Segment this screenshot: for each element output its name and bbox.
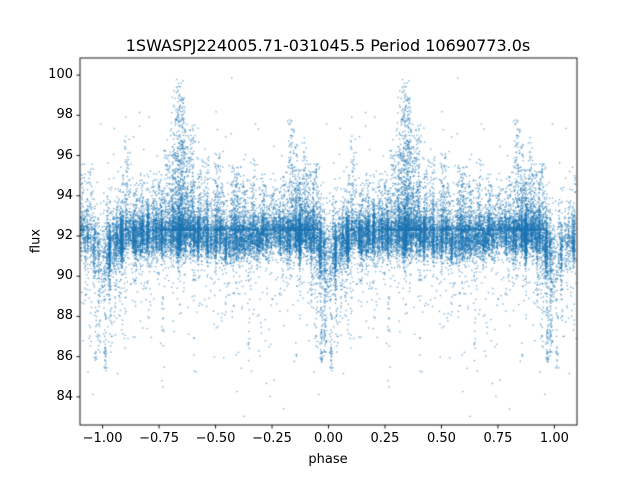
y-tick-label: 98 [56,107,73,123]
y-tick-label: 92 [56,227,73,243]
x-tick-label: 0.50 [426,431,456,446]
y-tick-label: 100 [48,67,73,83]
x-tick-label: −1.00 [82,431,123,446]
y-tick-label: 90 [56,268,73,284]
y-tick-label: 86 [56,348,73,364]
y-tick-label: 94 [56,187,73,203]
x-tick-label: −0.50 [195,431,236,446]
x-tick-label: −0.25 [252,431,292,446]
chart-title: 1SWASPJ224005.71-031045.5 Period 1069077… [125,36,531,55]
x-tick-label: 0.25 [370,431,400,446]
x-tick-label: 0.75 [483,431,513,446]
y-tick-label: 84 [56,388,73,404]
x-axis-label: phase [308,452,348,467]
x-tick-label: 1.00 [539,431,569,446]
x-tick-label: 0.00 [314,431,343,446]
x-tick-label: −0.75 [139,431,179,446]
y-tick-label: 96 [56,147,73,163]
y-tick-label: 88 [56,308,73,324]
